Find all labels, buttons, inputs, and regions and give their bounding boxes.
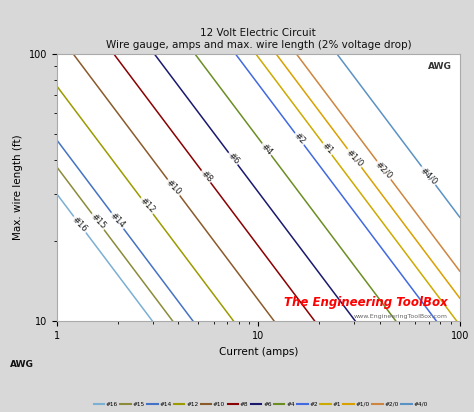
- Text: #8: #8: [199, 169, 214, 184]
- Text: #15: #15: [89, 212, 108, 231]
- Text: AWG: AWG: [428, 62, 452, 70]
- Text: #14: #14: [108, 211, 127, 230]
- Text: #2/0: #2/0: [374, 160, 394, 180]
- Y-axis label: Max. wire length (ft): Max. wire length (ft): [13, 135, 23, 240]
- Text: #1/0: #1/0: [344, 148, 365, 169]
- Text: #2: #2: [292, 131, 307, 147]
- Text: #4/0: #4/0: [418, 165, 439, 186]
- X-axis label: Current (amps): Current (amps): [219, 346, 298, 357]
- Text: AWG: AWG: [9, 360, 33, 369]
- Text: #1: #1: [320, 141, 335, 157]
- Text: The Engineering ToolBox: The Engineering ToolBox: [284, 296, 447, 309]
- Text: #10: #10: [164, 178, 183, 197]
- Legend: #16, #15, #14, #12, #10, #8, #6, #4, #2, #1, #1/0, #2/0, #4/0: #16, #15, #14, #12, #10, #8, #6, #4, #2,…: [91, 399, 430, 409]
- Text: #4: #4: [259, 142, 274, 157]
- Text: www.EngineeringToolBox.com: www.EngineeringToolBox.com: [354, 314, 447, 318]
- Text: #12: #12: [137, 197, 156, 215]
- Text: #6: #6: [226, 151, 241, 166]
- Title: 12 Volt Electric Circuit
Wire gauge, amps and max. wire length (2% voltage drop): 12 Volt Electric Circuit Wire gauge, amp…: [106, 28, 411, 50]
- Text: #16: #16: [71, 215, 89, 234]
